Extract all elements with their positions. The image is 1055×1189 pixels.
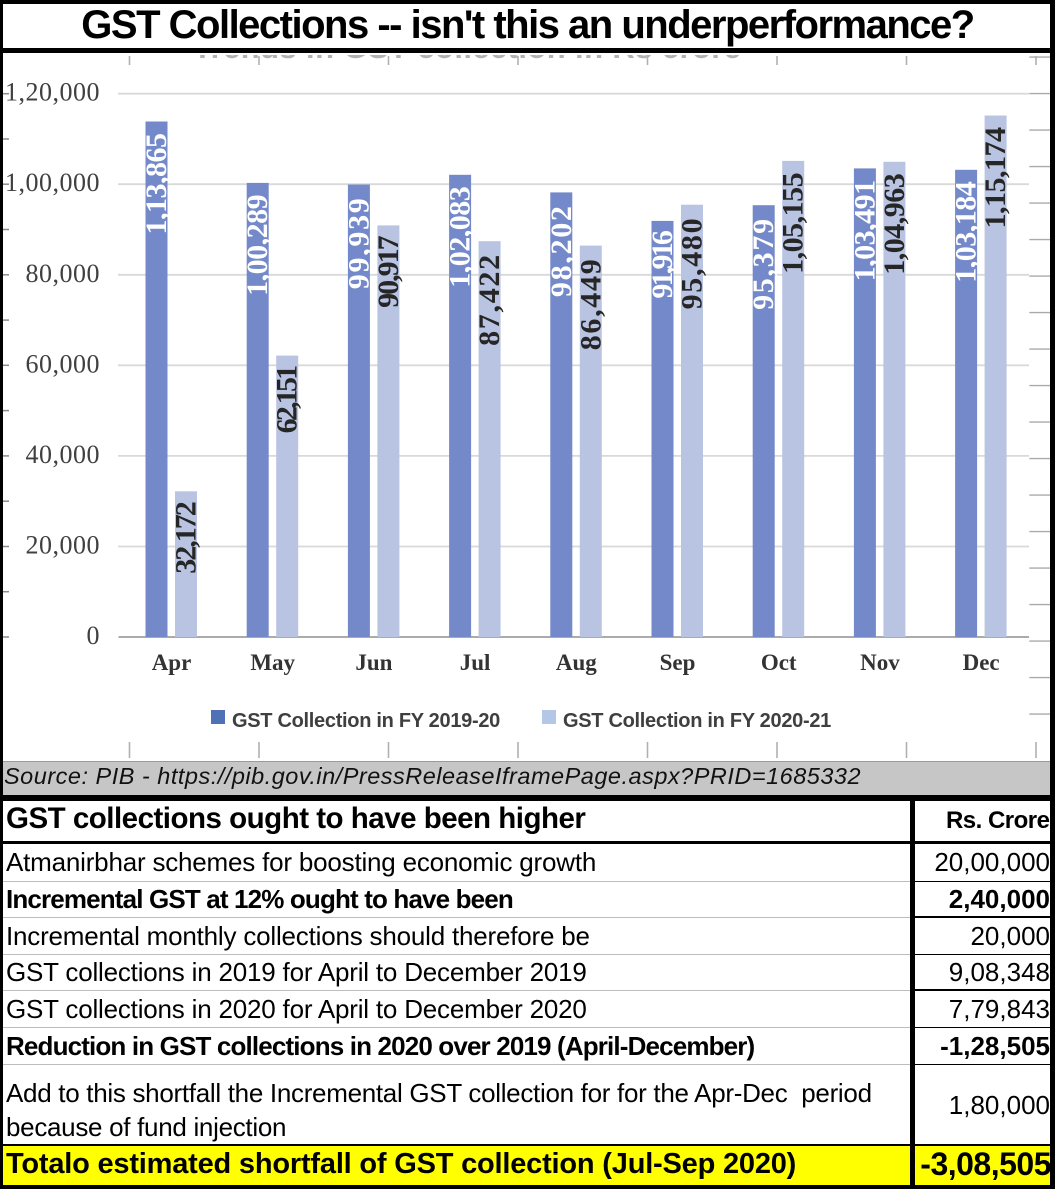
svg-text:1,00,289: 1,00,289 bbox=[241, 195, 274, 296]
svg-text:1,03,491: 1,03,491 bbox=[848, 180, 881, 281]
svg-text:91,916: 91,916 bbox=[646, 230, 679, 299]
svg-text:Oct: Oct bbox=[761, 650, 797, 675]
svg-text:1,20,000: 1,20,000 bbox=[5, 78, 100, 107]
svg-text:Jul: Jul bbox=[460, 650, 491, 675]
svg-text:1,02,083: 1,02,083 bbox=[444, 187, 477, 288]
svg-text:1,15,174: 1,15,174 bbox=[979, 127, 1012, 229]
svg-text:32,172: 32,172 bbox=[170, 502, 203, 574]
svg-text:95,379: 95,379 bbox=[747, 217, 780, 310]
svg-text:Nov: Nov bbox=[860, 650, 900, 675]
svg-text:GST Collection in FY 2020-21: GST Collection in FY 2020-21 bbox=[563, 710, 831, 732]
svg-text:GST Collection in FY 2019-20: GST Collection in FY 2019-20 bbox=[232, 710, 500, 732]
svg-text:Sep: Sep bbox=[660, 650, 696, 675]
svg-text:1,03,184: 1,03,184 bbox=[950, 181, 983, 282]
svg-text:20,000: 20,000 bbox=[26, 531, 101, 560]
svg-text:98,202: 98,202 bbox=[545, 204, 578, 297]
svg-text:May: May bbox=[250, 650, 295, 675]
svg-text:80,000: 80,000 bbox=[26, 259, 101, 288]
svg-text:60,000: 60,000 bbox=[26, 349, 101, 378]
svg-text:90,917: 90,917 bbox=[372, 235, 405, 308]
svg-text:62,151: 62,151 bbox=[271, 366, 304, 434]
svg-text:1,00,000: 1,00,000 bbox=[5, 168, 100, 197]
svg-text:Aug: Aug bbox=[556, 650, 597, 675]
svg-text:1,13,865: 1,13,865 bbox=[140, 134, 173, 235]
svg-text:Dec: Dec bbox=[963, 650, 1000, 675]
svg-text:0: 0 bbox=[87, 621, 101, 650]
svg-text:Apr: Apr bbox=[152, 650, 192, 675]
svg-text:1,04,963: 1,04,963 bbox=[878, 174, 911, 275]
svg-text:95,480: 95,480 bbox=[676, 217, 709, 310]
svg-text:1,05,155: 1,05,155 bbox=[777, 173, 810, 274]
svg-text:86,449: 86,449 bbox=[574, 258, 607, 351]
svg-text:99,939: 99,939 bbox=[342, 197, 375, 290]
svg-text:40,000: 40,000 bbox=[26, 440, 101, 469]
svg-text:Jun: Jun bbox=[355, 650, 392, 675]
svg-text:87,422: 87,422 bbox=[473, 253, 506, 346]
